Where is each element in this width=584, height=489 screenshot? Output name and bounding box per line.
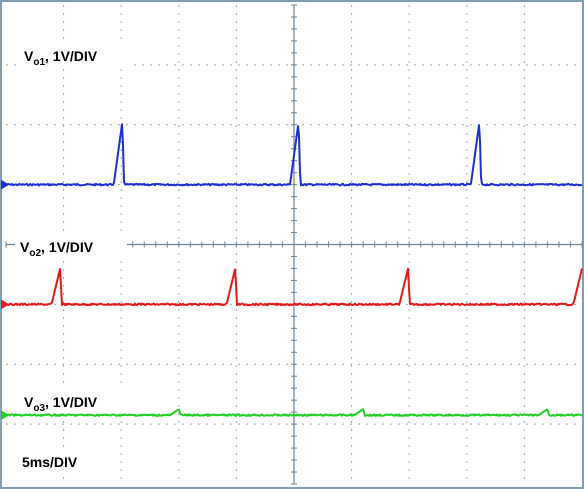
time-scale-label: 5ms/DIV [22,454,78,470]
scope-labels: Vo1, 1V/DIV Vo2, 1V/DIV Vo3, 1V/DIV 5ms/… [15,41,131,472]
trace-1-line [5,123,583,187]
trace-1-label: Vo1, 1V/DIV [24,48,98,68]
trace-2-line [5,267,583,307]
trace-3-label-bg [19,387,131,413]
trace-2-label: Vo2, 1V/DIV [20,239,94,259]
trace-2-level-marker [1,299,9,310]
trace-1-level-marker [1,179,9,190]
trace-1-label-bg [19,41,131,67]
trace-3-line [5,408,583,417]
trace-3-level-marker [1,410,9,421]
trace-3-label: Vo3, 1V/DIV [24,394,98,414]
trace-2-label-bg [15,232,127,258]
scope-traces [1,123,583,421]
time-scale-label-bg [18,450,88,472]
